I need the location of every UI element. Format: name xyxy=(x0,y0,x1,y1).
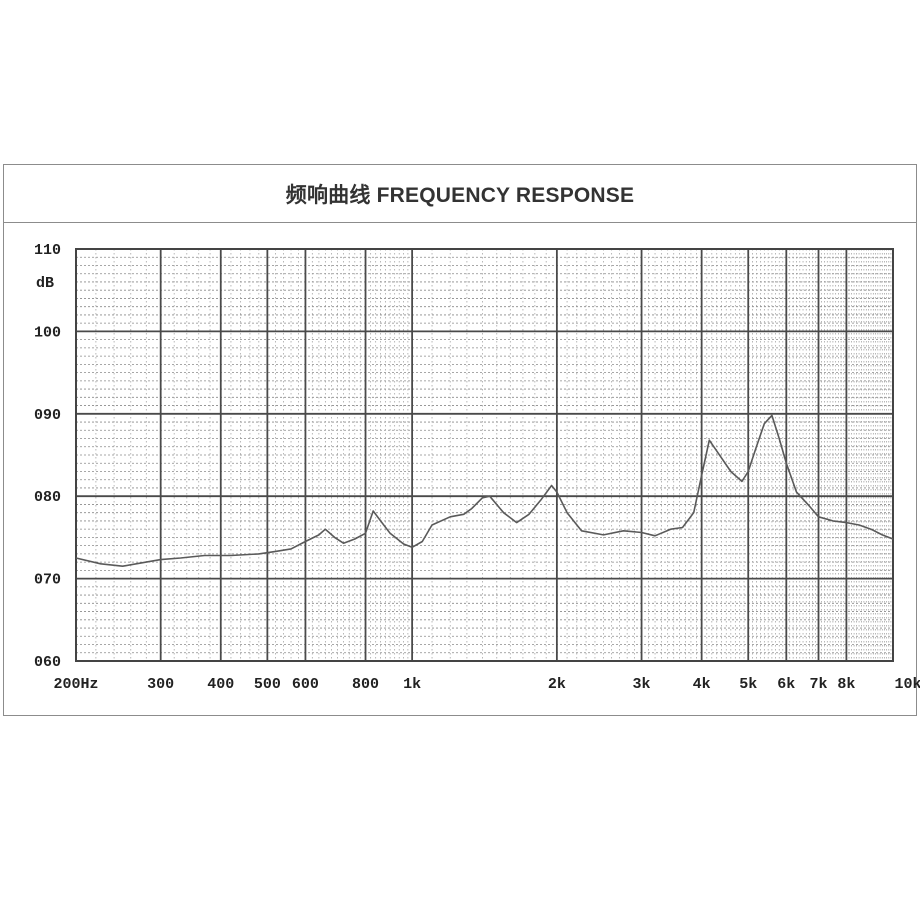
y-tick-label: 060 xyxy=(34,654,61,671)
chart-title: 频响曲线 FREQUENCY RESPONSE xyxy=(285,183,635,207)
x-tick-label: 5k xyxy=(739,676,757,693)
x-tick-label: 10k xyxy=(894,676,920,693)
x-tick-label: 600 xyxy=(292,676,319,693)
x-tick-label: 6k xyxy=(777,676,795,693)
y-axis-label: dB xyxy=(36,275,54,292)
y-tick-label: 090 xyxy=(34,407,61,424)
x-tick-label: 4k xyxy=(693,676,711,693)
x-tick-label: 8k xyxy=(837,676,855,693)
x-tick-label: 400 xyxy=(207,676,234,693)
y-tick-label: 100 xyxy=(34,324,61,341)
y-tick-label: 110 xyxy=(34,242,61,259)
response-curve xyxy=(75,414,894,568)
title-bar: 频响曲线 FREQUENCY RESPONSE xyxy=(4,165,916,223)
x-tick-label: 3k xyxy=(633,676,651,693)
x-tick-label: 300 xyxy=(147,676,174,693)
x-tick-label: 500 xyxy=(254,676,281,693)
chart-frame: 频响曲线 FREQUENCY RESPONSE xyxy=(3,164,917,716)
plot-border xyxy=(75,248,894,662)
x-tick-label: 7k xyxy=(810,676,828,693)
x-tick-label: 2k xyxy=(548,676,566,693)
y-tick-label: 080 xyxy=(34,489,61,506)
y-tick-label: 070 xyxy=(34,572,61,589)
x-tick-label: 1k xyxy=(403,676,421,693)
x-tick-label: 800 xyxy=(352,676,379,693)
x-tick-label: 200Hz xyxy=(53,676,98,693)
